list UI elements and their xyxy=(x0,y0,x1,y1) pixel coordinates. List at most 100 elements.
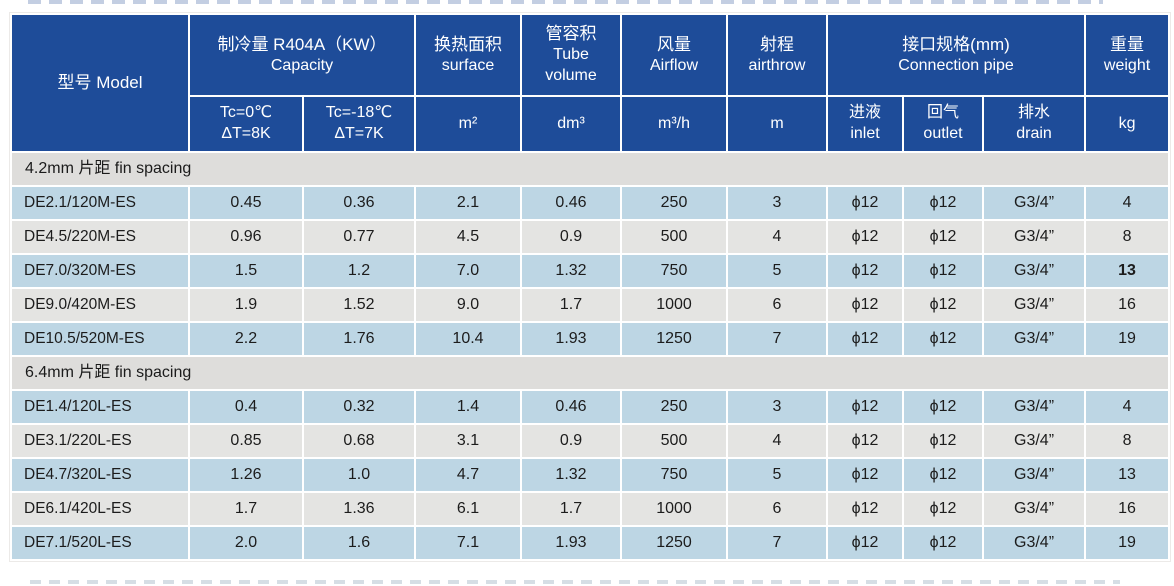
cell-airflow: 750 xyxy=(622,255,726,287)
cell-tc18: 0.32 xyxy=(304,391,414,423)
header-tc18-line2: ΔT=7K xyxy=(334,125,384,142)
cell-drain: G3/4” xyxy=(984,527,1085,559)
header-outlet: 回气 outlet xyxy=(904,97,982,151)
cell-surface: 4.5 xyxy=(416,221,520,253)
section-row: 6.4mm 片距 fin spacing xyxy=(12,357,1169,389)
cell-weight: 8 xyxy=(1086,221,1169,253)
clipped-text-top-decor xyxy=(28,0,1103,4)
table-row: DE6.1/420L-ES 1.7 1.36 6.1 1.7 1000 6 ϕ12 ϕ12 G3/… xyxy=(12,493,1169,525)
cell-drain: G3/4” xyxy=(984,425,1085,457)
header-airflow: 风量 Airflow xyxy=(622,15,726,95)
cell-tube: 1.32 xyxy=(522,459,620,491)
header-surface-en: surface xyxy=(441,56,495,74)
cell-surface: 6.1 xyxy=(416,493,520,525)
cell-outlet: ϕ12 xyxy=(904,289,982,321)
cell-tube: 0.46 xyxy=(522,187,620,219)
cell-model: DE1.4/120L-ES xyxy=(12,391,188,423)
cell-tube: 0.9 xyxy=(522,425,620,457)
cell-airflow: 750 xyxy=(622,459,726,491)
cell-tc18: 1.52 xyxy=(304,289,414,321)
cell-tc0: 0.85 xyxy=(190,425,302,457)
cell-airthrow: 5 xyxy=(728,459,826,491)
header-tube-en: Tube xyxy=(553,46,589,64)
cell-airthrow: 6 xyxy=(728,493,826,525)
header-tc18-line1: Tc=-18℃ xyxy=(325,104,393,122)
cell-inlet: ϕ12 xyxy=(828,221,902,253)
cell-airthrow: 4 xyxy=(728,221,826,253)
cell-tube: 0.46 xyxy=(522,391,620,423)
header-outlet-zh: 回气 xyxy=(926,104,959,122)
header-tc0: Tc=0℃ ΔT=8K xyxy=(190,97,302,151)
cell-outlet: ϕ12 xyxy=(904,459,982,491)
header-drain-en: drain xyxy=(1016,125,1052,142)
cell-model: DE10.5/520M-ES xyxy=(12,323,188,355)
header-inlet-en: inlet xyxy=(850,125,880,142)
cell-tc0: 1.26 xyxy=(190,459,302,491)
cell-airflow: 1000 xyxy=(622,289,726,321)
cell-drain: G3/4” xyxy=(984,459,1085,491)
cell-surface: 7.0 xyxy=(416,255,520,287)
cell-tc18: 1.2 xyxy=(304,255,414,287)
cell-tc0: 2.2 xyxy=(190,323,302,355)
cell-inlet: ϕ12 xyxy=(828,187,902,219)
cell-model: DE4.5/220M-ES xyxy=(12,221,188,253)
cell-surface: 3.1 xyxy=(416,425,520,457)
header-airthrow-unit: m xyxy=(728,97,826,151)
header-tc0-line1: Tc=0℃ xyxy=(219,104,273,122)
header-connection-en: Connection pipe xyxy=(898,56,1014,74)
cell-drain: G3/4” xyxy=(984,289,1085,321)
cell-weight: 16 xyxy=(1086,289,1169,321)
cell-surface: 2.1 xyxy=(416,187,520,219)
cell-airflow: 1000 xyxy=(622,493,726,525)
table-row: DE1.4/120L-ES 0.4 0.32 1.4 0.46 250 3 ϕ12 ϕ12 G3/… xyxy=(12,391,1169,423)
section-label: 4.2mm 片距 fin spacing xyxy=(12,153,1169,185)
cell-surface: 7.1 xyxy=(416,527,520,559)
cell-inlet: ϕ12 xyxy=(828,289,902,321)
cell-tc18: 0.36 xyxy=(304,187,414,219)
cell-airflow: 500 xyxy=(622,425,726,457)
header-airthrow-zh: 射程 xyxy=(760,34,794,54)
table-row: DE3.1/220L-ES 0.85 0.68 3.1 0.9 500 4 ϕ12 ϕ12 G3/… xyxy=(12,425,1169,457)
cell-model: DE7.0/320M-ES xyxy=(12,255,188,287)
cell-drain: G3/4” xyxy=(984,187,1085,219)
cell-surface: 1.4 xyxy=(416,391,520,423)
cell-tc0: 0.45 xyxy=(190,187,302,219)
cell-outlet: ϕ12 xyxy=(904,255,982,287)
cell-airthrow: 3 xyxy=(728,391,826,423)
cell-model: DE9.0/420M-ES xyxy=(12,289,188,321)
section-row: 4.2mm 片距 fin spacing xyxy=(12,153,1169,185)
cell-outlet: ϕ12 xyxy=(904,187,982,219)
header-drain: 排水 drain xyxy=(984,97,1085,151)
header-drain-zh: 排水 xyxy=(1018,104,1051,122)
header-model: 型号 Model xyxy=(12,15,188,151)
header-tc0-line2: ΔT=8K xyxy=(221,125,271,142)
header-surface-zh: 换热面积 xyxy=(434,34,502,54)
table-row: DE2.1/120M-ES 0.45 0.36 2.1 0.46 250 3 ϕ12 ϕ12 G3… xyxy=(12,187,1169,219)
cell-surface: 10.4 xyxy=(416,323,520,355)
header-capacity-en: Capacity xyxy=(270,56,334,74)
cell-tc18: 1.6 xyxy=(304,527,414,559)
cell-tube: 1.32 xyxy=(522,255,620,287)
cell-inlet: ϕ12 xyxy=(828,425,902,457)
cell-inlet: ϕ12 xyxy=(828,323,902,355)
cell-inlet: ϕ12 xyxy=(828,459,902,491)
table-row: DE4.7/320L-ES 1.26 1.0 4.7 1.32 750 5 ϕ12 ϕ12 G3/… xyxy=(12,459,1169,491)
cell-model: DE6.1/420L-ES xyxy=(12,493,188,525)
cell-model: DE2.1/120M-ES xyxy=(12,187,188,219)
section-label: 6.4mm 片距 fin spacing xyxy=(12,357,1169,389)
header-tc18: Tc=-18℃ ΔT=7K xyxy=(304,97,414,151)
cell-tc0: 1.9 xyxy=(190,289,302,321)
cell-surface: 4.7 xyxy=(416,459,520,491)
cell-airflow: 500 xyxy=(622,221,726,253)
cell-outlet: ϕ12 xyxy=(904,425,982,457)
cell-weight: 19 xyxy=(1086,323,1169,355)
cell-inlet: ϕ12 xyxy=(828,493,902,525)
cell-tc0: 1.5 xyxy=(190,255,302,287)
table-row: DE10.5/520M-ES 2.2 1.76 10.4 1.93 1250 7 ϕ12 ϕ12… xyxy=(12,323,1169,355)
cell-outlet: ϕ12 xyxy=(904,221,982,253)
cell-tc0: 2.0 xyxy=(190,527,302,559)
cell-drain: G3/4” xyxy=(984,391,1085,423)
cell-tube: 1.93 xyxy=(522,527,620,559)
header-outlet-en: outlet xyxy=(923,125,963,142)
cell-tube: 1.7 xyxy=(522,289,620,321)
